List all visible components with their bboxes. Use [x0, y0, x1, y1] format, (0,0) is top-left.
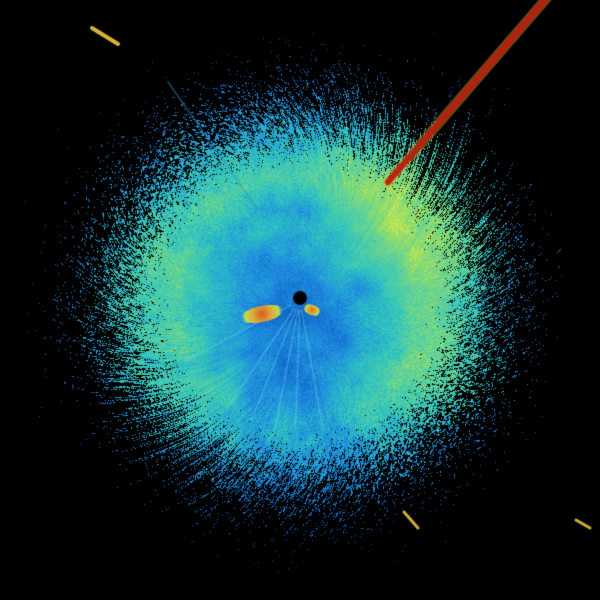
image-canvas: False-color radial emission field jet Fa… — [0, 0, 600, 600]
false-color-sky-map — [0, 0, 600, 600]
